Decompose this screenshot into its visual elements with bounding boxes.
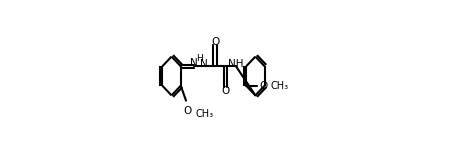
Text: N: N bbox=[200, 59, 208, 69]
Text: N: N bbox=[191, 58, 198, 68]
Text: O: O bbox=[183, 106, 191, 116]
Text: O: O bbox=[221, 86, 229, 96]
Text: CH₃: CH₃ bbox=[271, 81, 289, 91]
Text: O: O bbox=[211, 37, 219, 47]
Text: O: O bbox=[259, 81, 267, 91]
Text: NH: NH bbox=[228, 59, 243, 69]
Text: CH₃: CH₃ bbox=[196, 109, 214, 119]
Text: H: H bbox=[196, 54, 203, 63]
